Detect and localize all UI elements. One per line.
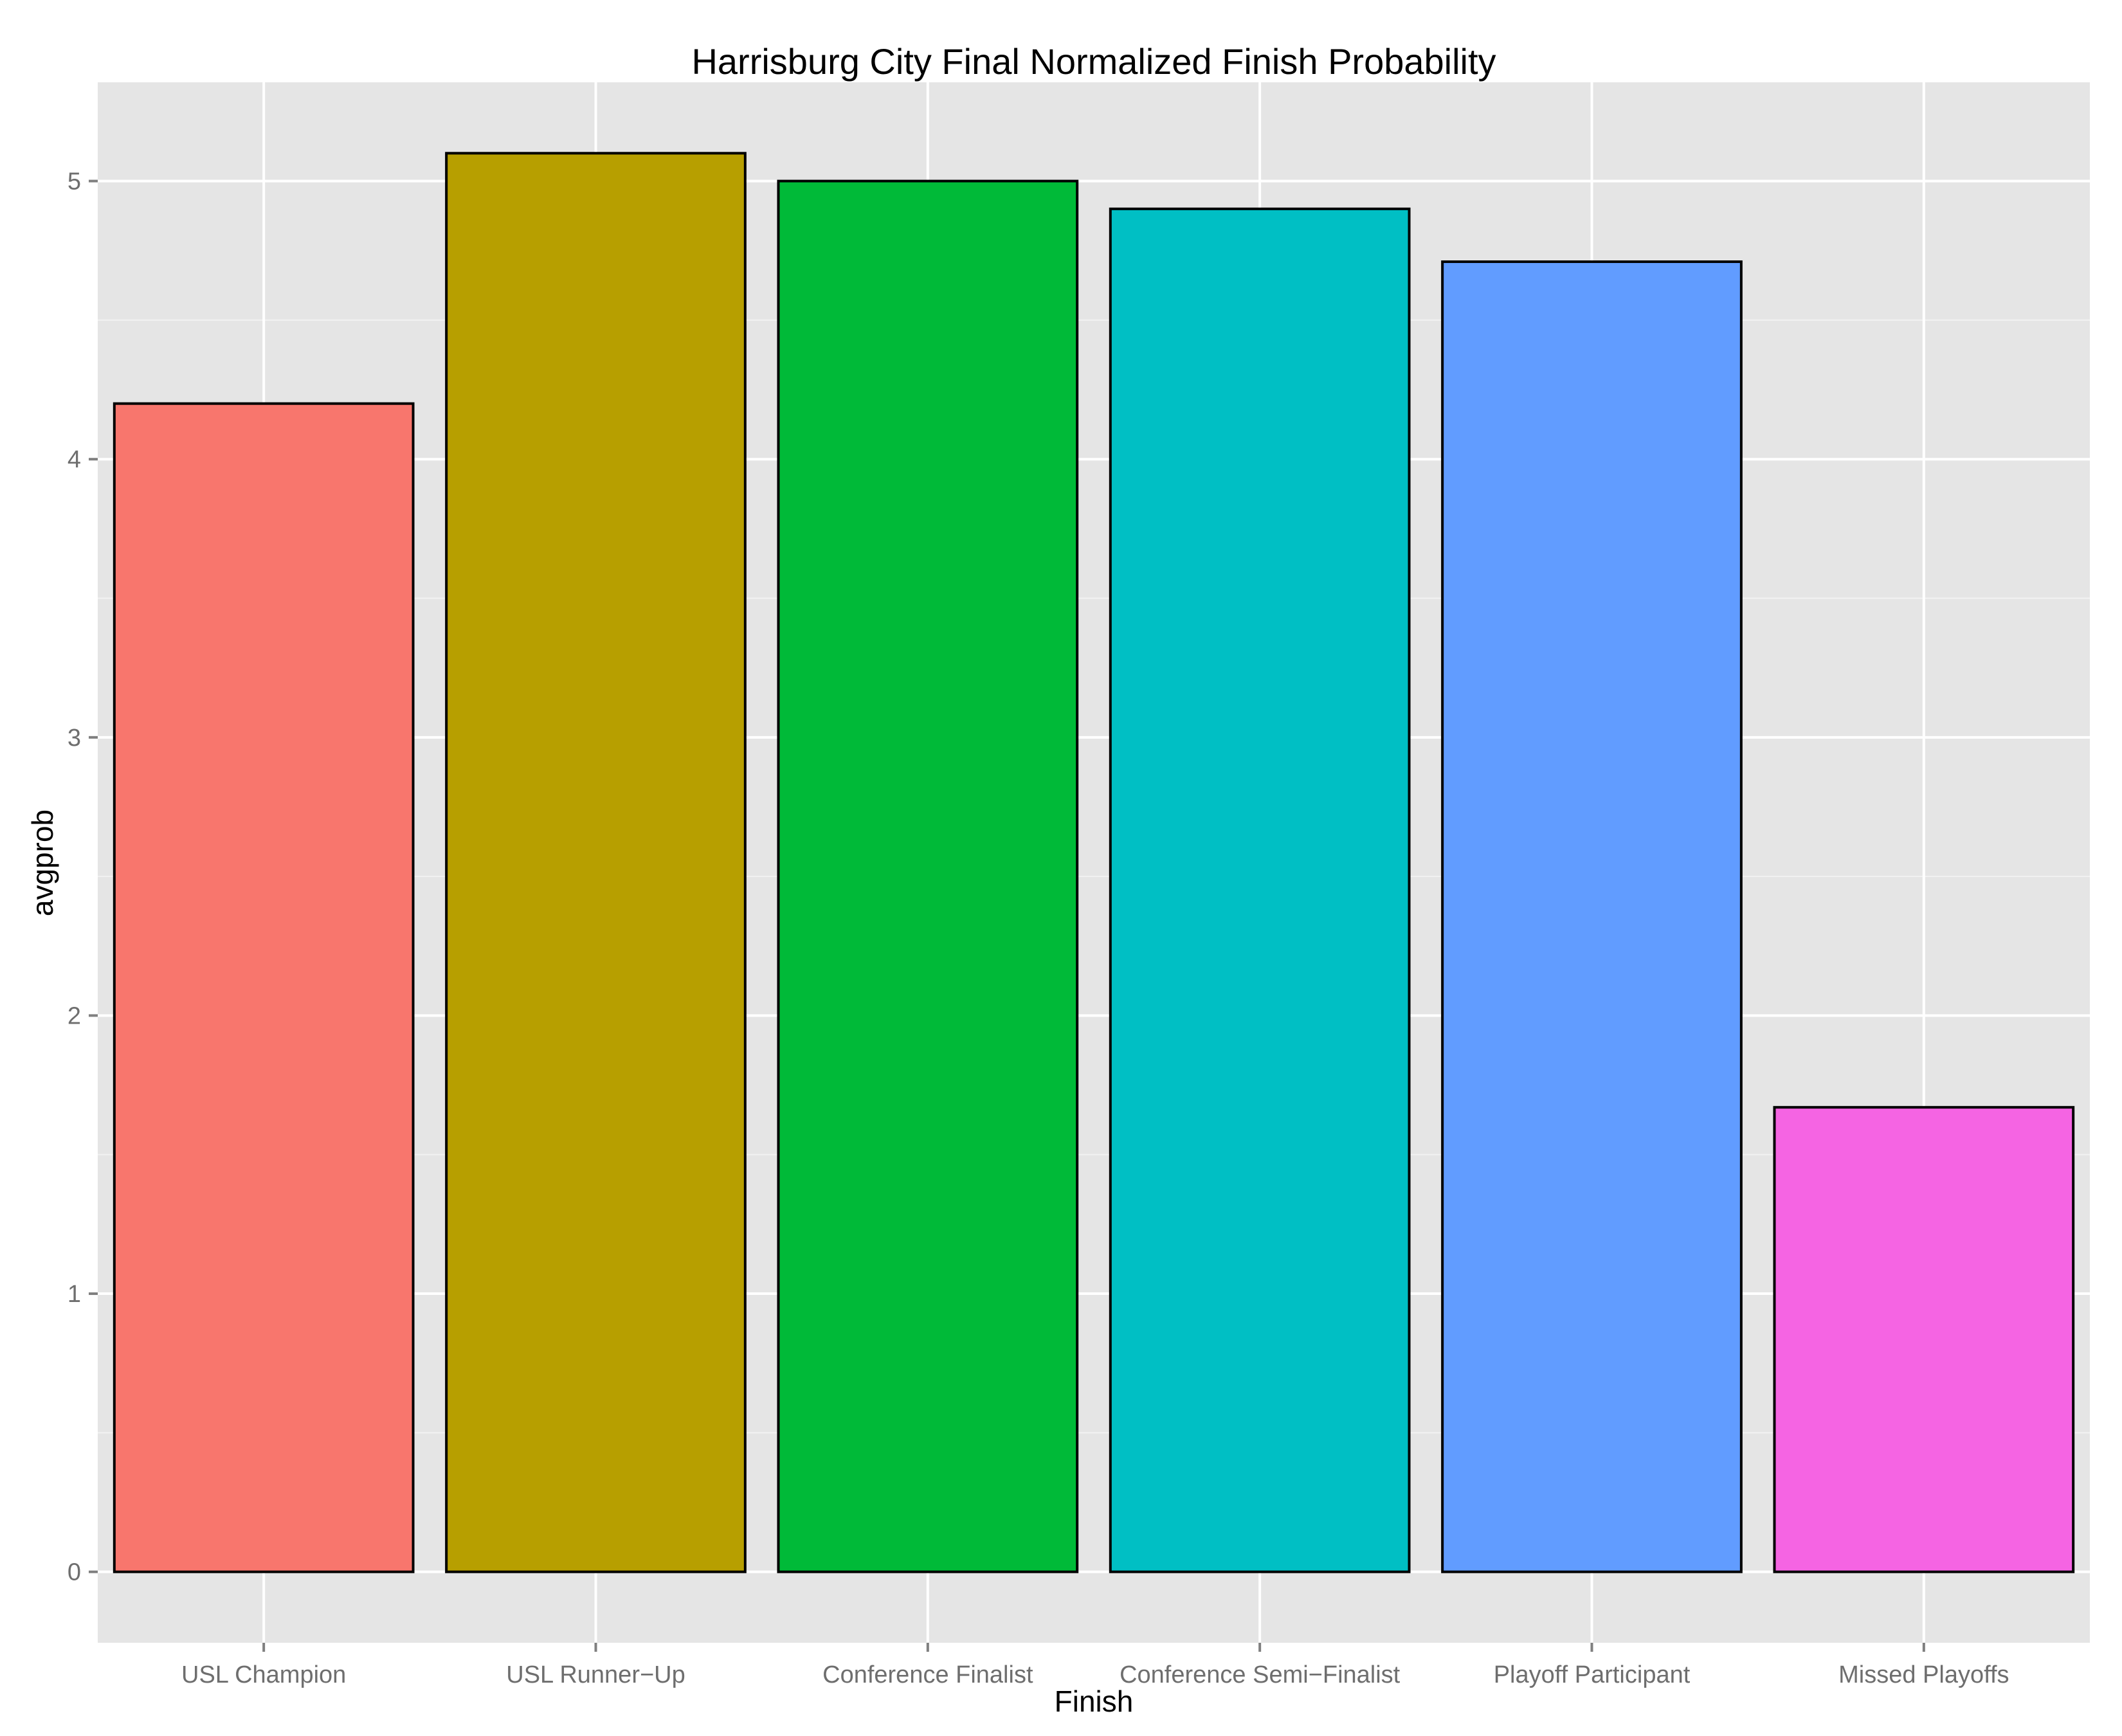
y-tick-label: 2 — [68, 1002, 81, 1029]
y-tick-label: 5 — [68, 168, 81, 195]
bars — [113, 152, 2075, 1573]
x-tick-label: Playoff Participant — [1494, 1661, 1691, 1688]
x-tick-label: Conference Semi−Finalist — [1120, 1661, 1401, 1688]
y-tick-label: 3 — [68, 725, 81, 752]
x-axis: USL Champion USL Runner−Up Conference Fina… — [181, 1643, 2009, 1688]
bar — [1441, 260, 1743, 1573]
bar — [1109, 207, 1411, 1573]
x-tick-label: USL Runner−Up — [506, 1661, 685, 1688]
y-tick-label: 4 — [68, 446, 81, 473]
y-axis: 0 1 2 3 4 5 — [68, 168, 98, 1586]
bar — [113, 402, 415, 1573]
x-tick-label: USL Champion — [181, 1661, 346, 1688]
x-tick-label: Missed Playoffs — [1838, 1661, 2009, 1688]
x-tick-label: Conference Finalist — [822, 1661, 1033, 1688]
y-tick-label: 0 — [68, 1559, 81, 1586]
chart-title: Harrisburg City Final Normalized Finish … — [691, 41, 1496, 82]
y-tick-label: 1 — [68, 1281, 81, 1308]
minor-gridlines — [98, 319, 2090, 1434]
bar — [1773, 1106, 2075, 1573]
plot-panel — [98, 82, 2090, 1643]
bar — [445, 152, 747, 1573]
bar — [777, 179, 1079, 1573]
y-axis-title: avgprob — [26, 809, 59, 916]
x-axis-title: Finish — [1055, 1685, 1134, 1718]
